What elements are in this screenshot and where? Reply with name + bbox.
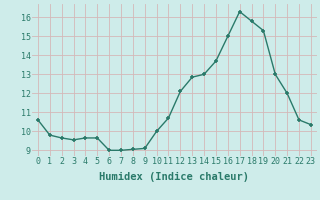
X-axis label: Humidex (Indice chaleur): Humidex (Indice chaleur) (100, 172, 249, 182)
